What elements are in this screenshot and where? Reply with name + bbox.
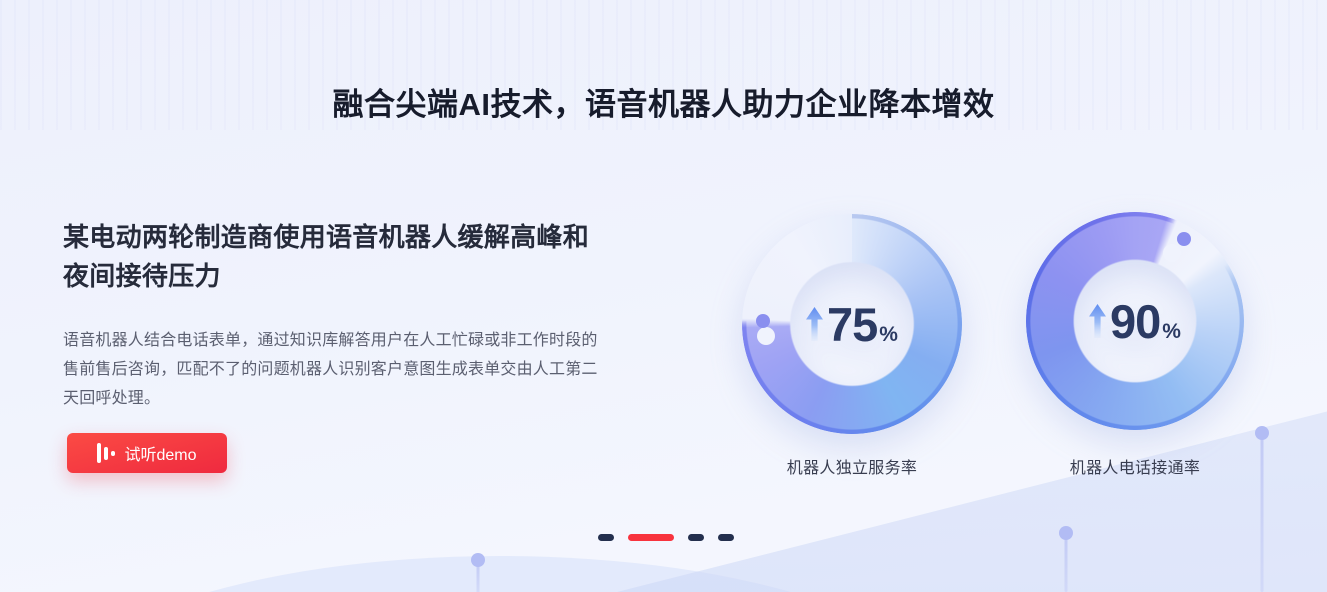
pin-dot [1255, 426, 1269, 440]
gauge-value: 75 [827, 297, 878, 351]
section-title: 融合尖端AI技术，语音机器人助力企业降本增效 [332, 86, 995, 122]
gauge-independent-service-rate: 75 % [742, 214, 962, 434]
demo-button-label: 试听demo [124, 447, 197, 464]
case-heading: 某电动两轮制造商使用语音机器人缓解高峰和 夜间接待压力 [63, 221, 590, 291]
pin-line [1260, 434, 1264, 592]
ring-end-notch [757, 327, 775, 345]
audio-wave-icon [97, 443, 116, 463]
trend-up-icon [806, 306, 824, 341]
gauge-unit: % [1162, 319, 1181, 343]
pin-line [1064, 534, 1068, 592]
donut-ring-outline [742, 214, 962, 434]
carousel-dot-4[interactable] [718, 534, 734, 541]
pin-dot [471, 553, 485, 567]
case-description: 语音机器人结合电话表单，通过知识库解答用户在人工忙碌或非工作时段的 售前售后咨询… [63, 332, 598, 407]
gauge-value: 90 [1110, 294, 1161, 348]
gauge-center: 90 % [1026, 212, 1244, 430]
carousel-indicators [598, 534, 734, 541]
ring-end-notch [1163, 244, 1181, 262]
pin-dot [1059, 526, 1073, 540]
gauge-label-independent-service-rate: 机器人独立服务率 [786, 460, 918, 477]
marker-pin-decoration [1059, 526, 1073, 592]
carousel-dot-2-active[interactable] [628, 534, 674, 541]
gauge-label-call-connection-rate: 机器人电话接通率 [1069, 460, 1201, 477]
gauge-call-connection-rate: 90 % [1026, 212, 1244, 430]
donut-ring-outline [1026, 212, 1244, 430]
gauge-center: 75 % [742, 214, 962, 434]
ring-end-dot [756, 314, 770, 328]
gauge-unit: % [879, 322, 898, 346]
carousel-dot-1[interactable] [598, 534, 614, 541]
demo-button[interactable]: 试听demo [67, 433, 227, 473]
ring-end-dot [1177, 232, 1191, 246]
pin-line [476, 561, 480, 592]
carousel-dot-3[interactable] [688, 534, 704, 541]
marker-pin-decoration [471, 553, 485, 592]
marker-pin-decoration [1255, 426, 1269, 592]
trend-up-icon [1089, 303, 1107, 338]
